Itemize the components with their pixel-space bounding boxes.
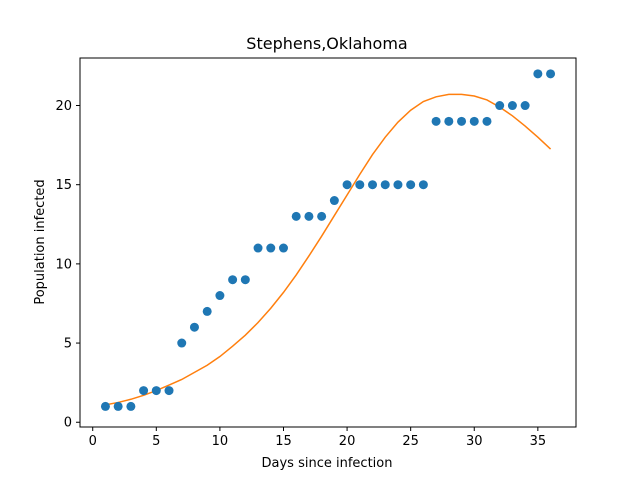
data-point (304, 211, 314, 221)
data-point (393, 180, 403, 190)
data-point (546, 69, 556, 79)
data-point (469, 116, 479, 126)
y-tick-label: 5 (64, 337, 72, 352)
data-point (317, 211, 327, 221)
data-point (380, 180, 390, 190)
data-point (113, 401, 123, 411)
x-tick-label: 15 (275, 434, 292, 449)
y-tick-label: 0 (64, 416, 72, 431)
y-tick-label: 20 (55, 99, 72, 114)
x-tick-label: 0 (89, 434, 97, 449)
x-tick-label: 35 (530, 434, 547, 449)
y-tick-label: 15 (55, 178, 72, 193)
x-axis-label: Days since infection (262, 456, 393, 471)
data-point (482, 116, 492, 126)
data-point (291, 211, 301, 221)
data-point (151, 386, 161, 396)
data-point (418, 180, 428, 190)
data-point (164, 386, 174, 396)
data-point (406, 180, 416, 190)
data-point (228, 275, 238, 285)
axes-frame (79, 57, 577, 428)
x-tick-label: 10 (212, 434, 229, 449)
data-point (520, 101, 530, 111)
data-point (355, 180, 365, 190)
data-point (278, 243, 288, 253)
plot-area (100, 69, 556, 411)
y-axis-label: Population infected (33, 179, 48, 304)
data-point (253, 243, 263, 253)
data-point (202, 306, 212, 316)
x-tick-label: 20 (339, 434, 356, 449)
data-point (126, 401, 136, 411)
data-point (215, 291, 225, 301)
data-point (368, 180, 378, 190)
data-point (100, 401, 110, 411)
data-point (240, 275, 250, 285)
x-tick-label: 25 (402, 434, 419, 449)
data-point (431, 116, 441, 126)
data-point (189, 322, 199, 332)
data-point (533, 69, 543, 79)
axes: 0 5 10 15 20 25 30 35 0 5 10 15 20 (55, 57, 577, 449)
fit-line-series (105, 93, 552, 406)
data-point (495, 101, 505, 111)
x-tick-label: 30 (466, 434, 483, 449)
data-point (266, 243, 276, 253)
chart-title: Stephens,Oklahoma (246, 34, 407, 53)
data-point (139, 386, 149, 396)
y-tick-label: 10 (55, 257, 72, 272)
x-tick-label: 5 (152, 434, 160, 449)
data-point (329, 196, 339, 206)
data-point (342, 180, 352, 190)
data-point (444, 116, 454, 126)
data-point (507, 101, 517, 111)
data-point (457, 116, 467, 126)
data-point (177, 338, 187, 348)
